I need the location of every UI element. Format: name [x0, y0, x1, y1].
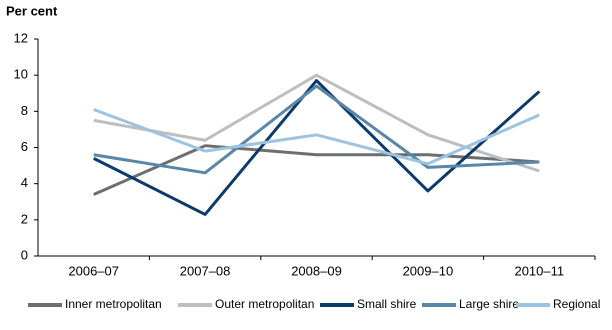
x-tick-label: 2008–09: [291, 263, 342, 278]
y-tick-label: 10: [14, 67, 28, 82]
x-tick-label: 2006–07: [68, 263, 119, 278]
legend-label: Large shire: [459, 297, 519, 311]
y-tick-label: 4: [21, 175, 28, 190]
series-line: [93, 108, 540, 166]
x-tick-label: 2007–08: [180, 263, 231, 278]
legend-label: Outer metropolitan: [215, 297, 314, 311]
series-line: [93, 84, 540, 175]
y-axis-label: Per cent: [6, 3, 58, 18]
series-line: [93, 79, 541, 216]
x-tick-label: 2010–11: [514, 263, 564, 278]
y-tick-label: 6: [21, 139, 28, 154]
y-tick-label: 12: [14, 30, 28, 45]
x-tick-label: 2009–10: [403, 263, 454, 278]
legend-label: Small shire: [357, 297, 417, 311]
legend-label: Regional: [553, 297, 600, 311]
y-tick-label: 2: [21, 211, 28, 226]
y-tick-label: 0: [21, 247, 28, 262]
legend-label: Inner metropolitan: [65, 297, 162, 311]
y-tick-label: 8: [21, 103, 28, 118]
